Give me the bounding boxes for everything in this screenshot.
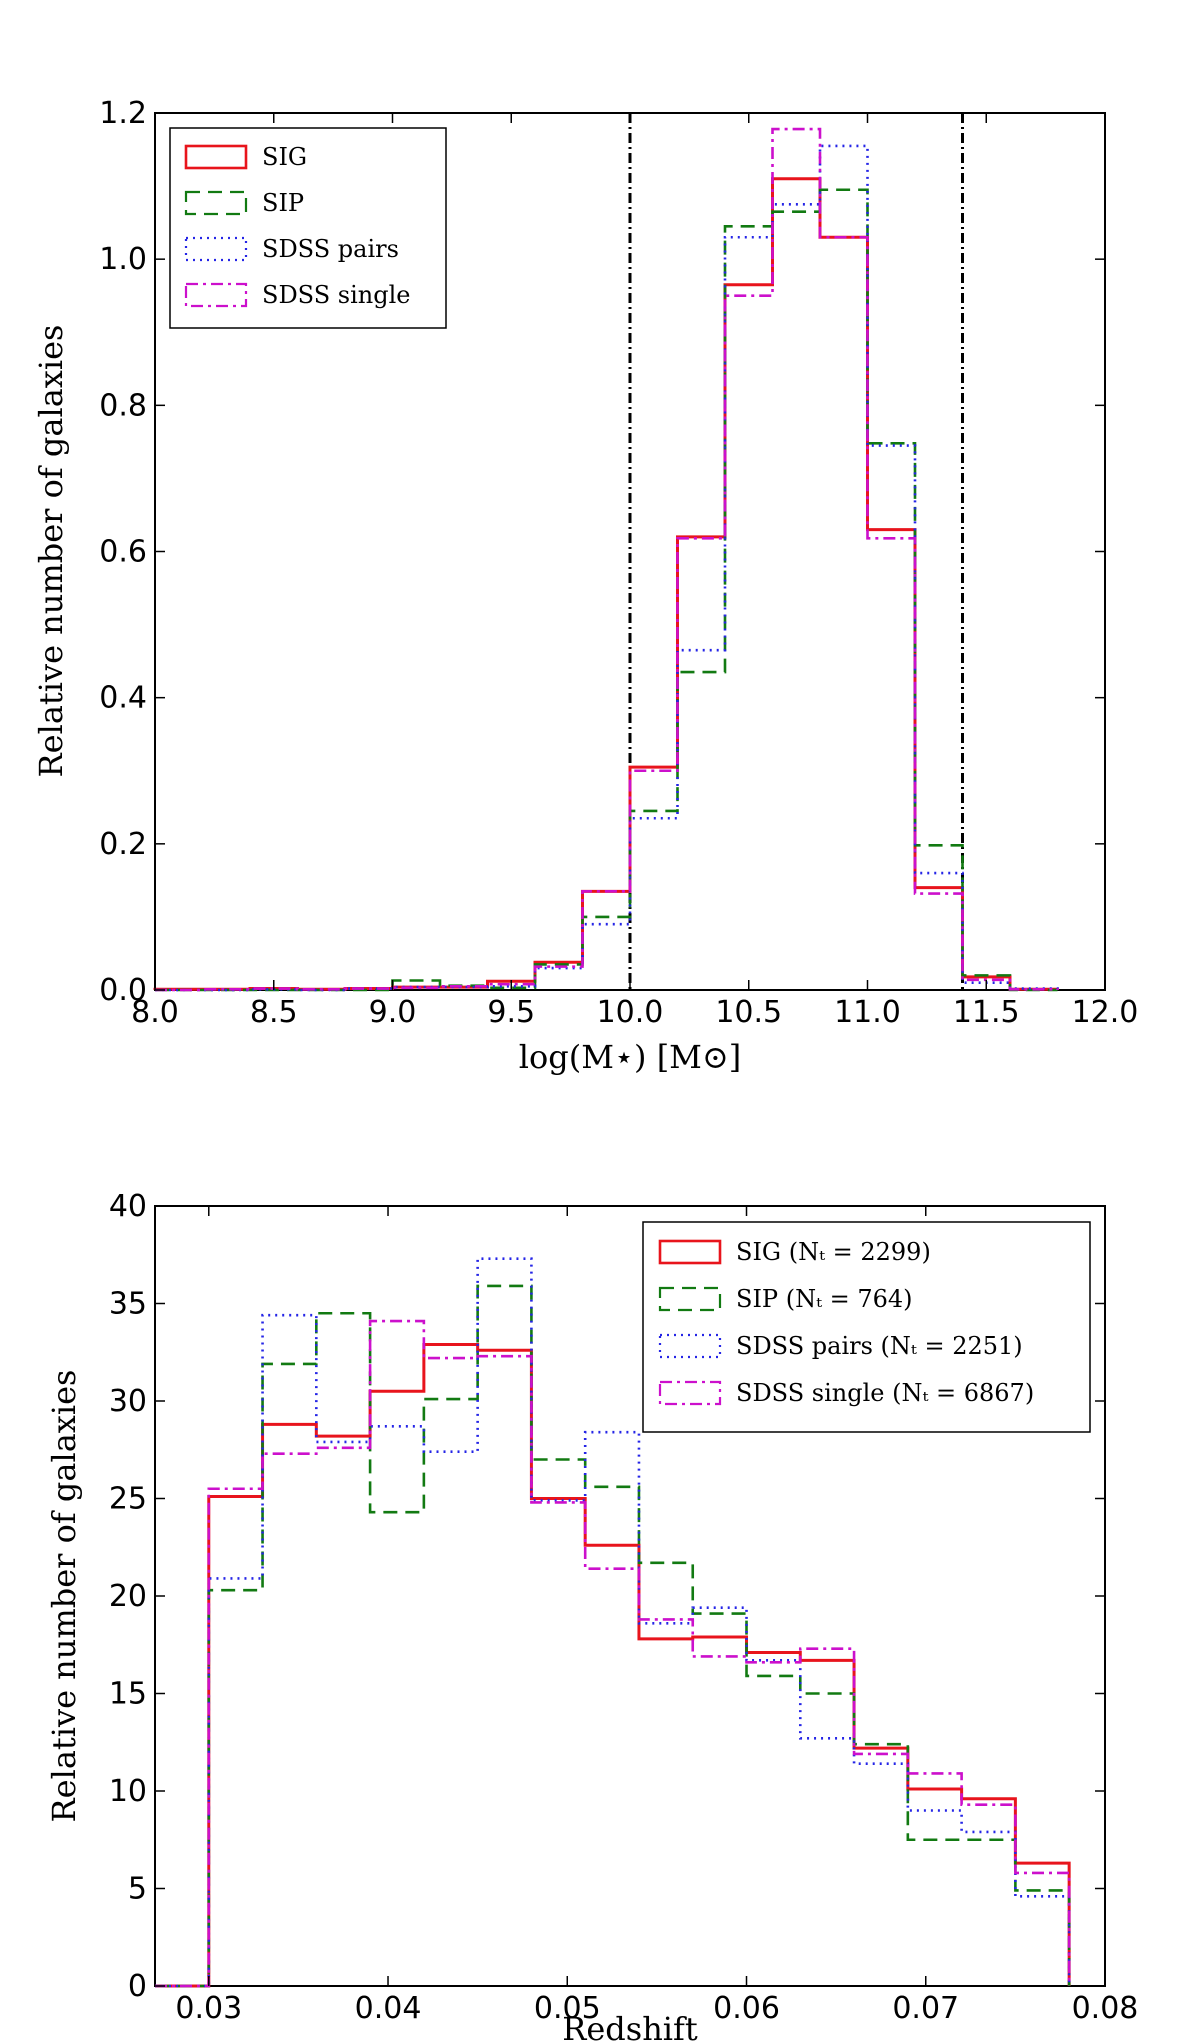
x-tick-label: 10.5 [715,995,782,1030]
legend-label: SDSS single [262,281,410,309]
x-tick-label: 10.0 [597,995,664,1030]
y-tick-label: 0.2 [99,827,147,862]
x-tick-label: 8.5 [250,995,298,1030]
y-tick-label: 1.0 [99,242,147,277]
y-tick-label: 0.0 [99,973,147,1008]
y-tick-label: 25 [109,1482,147,1517]
legend-box [169,127,447,329]
x-tick-label: 11.0 [834,995,901,1030]
y-ticks: 0 5 10 15 20 25 30 35 40 [109,1189,1105,2004]
y-tick-label: 0 [128,1969,147,2004]
series-sdss-pairs [155,1257,1071,1988]
legend-box [642,1221,1091,1433]
x-ticks: 8.0 8.5 9.0 9.5 10.0 10.5 11.0 11.5 12.0 [131,113,1138,1030]
x-tick-label: 0.08 [1072,1991,1139,2026]
legend: SIG (Nₜ = 2299) SIP (Nₜ = 764) SDSS pairs … [642,1221,1091,1433]
stellar-mass-histogram: 8.0 8.5 9.0 9.5 10.0 10.5 11.0 11.5 12.0 0.00.20… [32,96,1138,1076]
y-tick-label: 0.4 [99,681,147,716]
y-tick-label: 35 [109,1287,147,1322]
legend-swatch [184,190,248,216]
x-tick-label: 8.0 [131,995,179,1030]
legend-swatch [658,1380,722,1406]
series-sdss-single [155,1319,1071,1988]
series-sdss-single [155,127,1059,992]
y-tick-label: 1.2 [99,96,147,131]
legend-label: SDSS pairs (Nₜ = 2251) [736,1332,1023,1360]
legend-swatch [184,144,248,170]
y-axis-label: Relative number of galaxies [45,1370,83,1823]
legend-label: SIG [262,143,307,171]
legend-label: SDSS single (Nₜ = 6867) [736,1379,1034,1407]
x-tick-label: 0.04 [355,1991,422,2026]
y-tick-label: 0.6 [99,535,147,570]
x-ticks: 0.03 0.04 0.05 0.06 0.07 0.08 [175,1206,1138,2026]
x-tick-label: 9.5 [487,995,535,1030]
legend: SIG SIP SDSS pairs SDSS single [169,127,447,329]
legend-label: SIP (Nₜ = 764) [736,1285,913,1313]
x-tick-label: 12.0 [1072,995,1139,1030]
legend-label: SDSS pairs [262,235,399,263]
y-tick-label: 30 [109,1384,147,1419]
histogram-series [155,1257,1071,1988]
y-axis-label: Relative number of galaxies [32,325,70,778]
legend-swatch [658,1333,722,1359]
y-tick-label: 0.8 [99,388,147,423]
x-tick-label: 0.07 [892,1991,959,2026]
y-tick-label: 40 [109,1189,147,1224]
legend-label: SIP [262,189,304,217]
legend-swatch [658,1286,722,1312]
y-tick-label: 5 [128,1872,147,1907]
x-tick-label: 0.05 [534,1991,601,2026]
x-axis-label: log(M⋆) [M⊙] [519,1038,741,1076]
x-tick-label: 9.0 [369,995,417,1030]
x-tick-label: 0.03 [175,1991,242,2026]
series-sig [155,1342,1071,1988]
y-tick-label: 10 [109,1774,147,1809]
legend-label: SIG (Nₜ = 2299) [736,1238,931,1266]
mass-limit-lines [628,113,964,990]
legend-swatch [184,282,248,308]
redshift-histogram: 0.03 0.04 0.05 0.06 0.07 0.08 0 5 10 15 20 25 30 35 4… [45,1189,1138,2044]
legend-swatch [184,236,248,262]
legend-swatch [658,1239,722,1265]
y-ticks: 0.0 0.2 0.4 0.6 0.8 1.0 1.2 [99,96,1105,1008]
x-tick-label: 0.06 [713,1991,780,2026]
x-axis-label: Redshift [562,2010,698,2044]
y-tick-label: 15 [109,1677,147,1712]
x-tick-label: 11.5 [953,995,1020,1030]
y-tick-label: 20 [109,1579,147,1614]
series-sdss-pairs [155,144,1059,992]
